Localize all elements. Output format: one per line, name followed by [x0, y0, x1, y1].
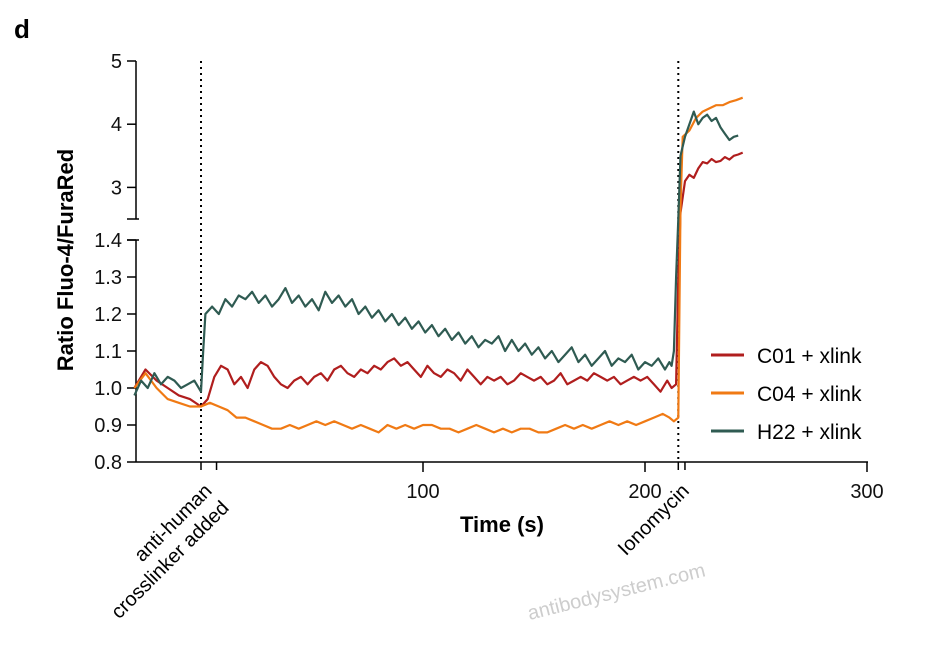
x-tick-label: 100: [406, 481, 439, 503]
event-lines: [200, 61, 680, 462]
legend-label: C01 + xlink: [757, 345, 862, 368]
x-tick-label: 300: [850, 481, 883, 503]
y-ticks: 3 4 5 0.8 0.9 1.0 1.1 1.2 1.3 1.4: [94, 51, 136, 474]
y-tick-label: 1.1: [94, 341, 122, 363]
legend-label: H22 + xlink: [757, 421, 862, 444]
y-tick-label: 1.0: [94, 378, 122, 400]
y-tick-label: 0.9: [94, 415, 122, 437]
y-tick-label: 1.3: [94, 267, 122, 289]
y-tick-label: 5: [111, 51, 122, 73]
y-tick-label: 3: [111, 177, 122, 199]
series-layer: [133, 96, 744, 434]
legend-label: C04 + xlink: [757, 383, 862, 406]
y-tick-label: 1.2: [94, 304, 122, 326]
y-tick-label: 0.8: [94, 452, 122, 474]
x-ticks: 100 200 300: [200, 462, 884, 503]
axis-break-marks: [127, 218, 139, 241]
watermark: antibodysystem.com: [525, 559, 707, 624]
series-line-h22: [133, 110, 739, 396]
legend: C01 + xlink C04 + xlink H22 + xlink: [711, 345, 862, 444]
y-tick-label: 4: [111, 114, 122, 136]
x-tick-label: 200: [628, 481, 661, 503]
panel-label: d: [14, 14, 30, 44]
y-axis-label: Ratio Fluo-4/FuraRed: [53, 149, 78, 371]
series-line-c01: [133, 151, 744, 408]
y-tick-label: 1.4: [94, 230, 122, 252]
x-axis-label: Time (s): [460, 512, 544, 537]
axes: 3 4 5 0.8 0.9 1.0 1.1 1.2 1.3 1.4 100 200 300: [94, 51, 884, 503]
series-line-c04: [133, 96, 744, 434]
